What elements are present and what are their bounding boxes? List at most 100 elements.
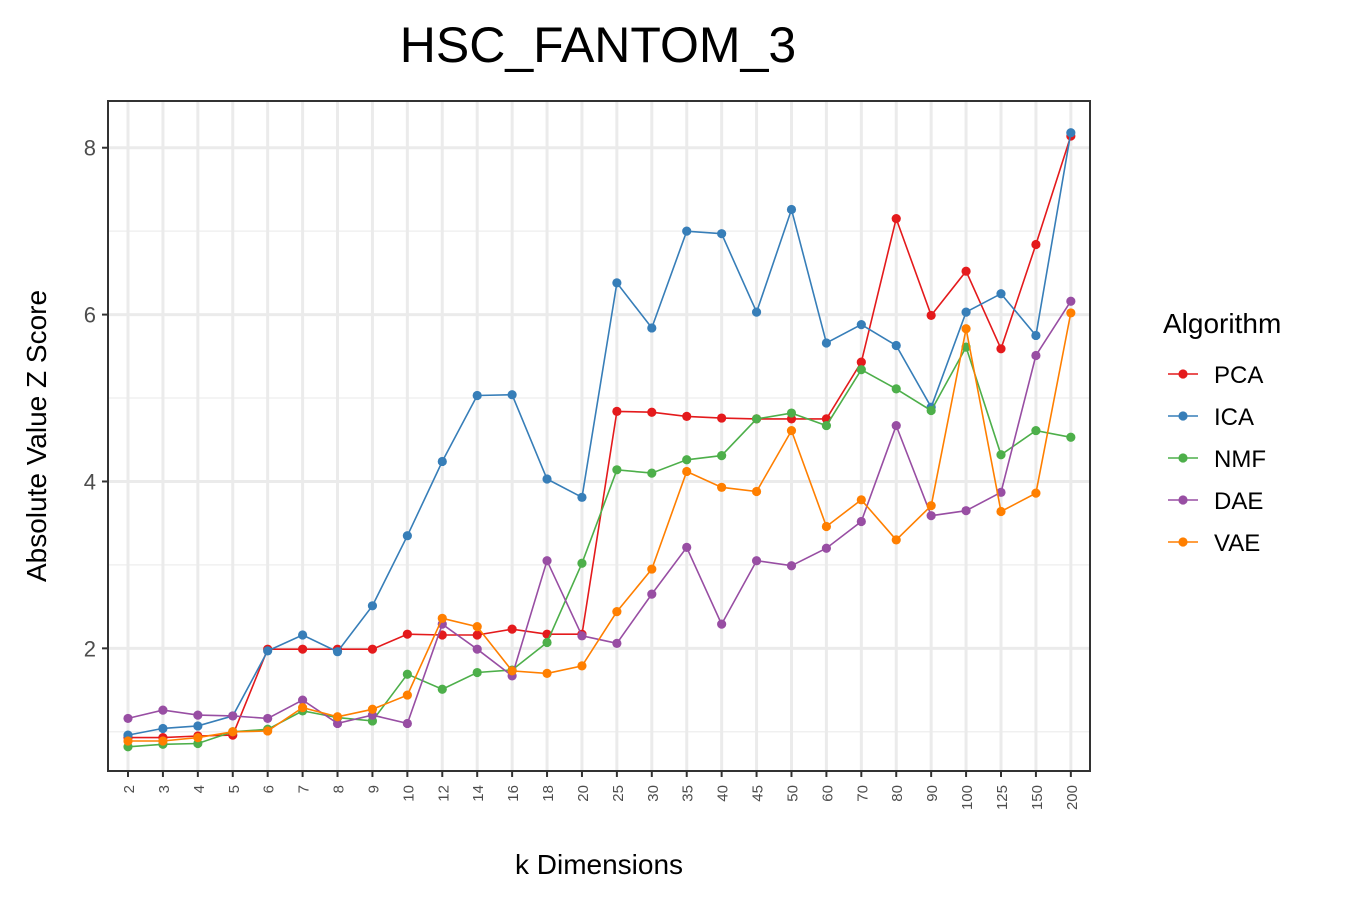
data-point-nmf [542, 637, 552, 648]
data-point-vae [158, 736, 168, 746]
y-tick-label: 2 [84, 636, 96, 661]
data-point-vae [402, 690, 412, 700]
x-tick-label: 10 [400, 785, 417, 802]
x-tick-label: 12 [435, 785, 452, 802]
data-point-ica [193, 721, 203, 731]
x-tick-label: 14 [470, 785, 487, 802]
data-point-nmf [1066, 432, 1076, 442]
data-point-nmf [856, 365, 866, 375]
data-point-vae [577, 661, 587, 671]
data-point-dae [856, 516, 866, 527]
data-point-dae [891, 420, 901, 431]
legend-label: VAE [1214, 530, 1260, 557]
legend-item-vae: VAE [1168, 530, 1260, 557]
data-point-vae [507, 666, 517, 676]
data-point-ica [996, 289, 1006, 299]
x-tick-label: 3 [156, 785, 173, 793]
data-point-vae [751, 486, 762, 497]
data-point-dae [717, 619, 727, 629]
data-point-dae [332, 718, 343, 729]
legend-label: DAE [1214, 488, 1263, 515]
y-tick-label: 4 [84, 469, 96, 494]
data-point-ica [856, 320, 866, 330]
x-tick-label: 60 [819, 785, 836, 802]
x-tick-label: 50 [784, 785, 801, 802]
data-point-vae [786, 425, 797, 436]
data-point-dae [577, 631, 587, 641]
x-tick-label: 6 [261, 785, 278, 793]
x-tick-label: 200 [1064, 785, 1081, 810]
legend-point [1178, 369, 1188, 379]
x-tick-label: 70 [854, 785, 871, 802]
data-point-ica [717, 229, 727, 239]
chart-title: HSC_FANTOM_3 [400, 17, 796, 73]
x-tick-label: 30 [645, 785, 662, 802]
data-point-vae [123, 736, 133, 746]
x-axis: 2 3 4 5 6 7 8 9 10 12 14 16 18 20 25 30 35 40 45 50 60 70 80 90… [121, 771, 1081, 810]
data-point-vae [1031, 488, 1041, 498]
data-point-vae [228, 727, 238, 737]
x-tick-label: 7 [296, 785, 313, 793]
data-point-vae [542, 668, 552, 678]
data-point-pca [682, 411, 692, 421]
data-point-ica [891, 340, 901, 351]
series-line-ica [127, 132, 1072, 736]
legend-point [1178, 411, 1188, 421]
legend-label: PCA [1214, 362, 1263, 389]
x-tick-label: 150 [1029, 785, 1046, 810]
plot-border [107, 100, 1091, 772]
x-tick-label: 45 [750, 785, 767, 802]
x-tick-label: 2 [121, 785, 138, 793]
y-axis-title: Absolute Value Z Score [21, 290, 52, 582]
data-point-ica [298, 630, 308, 640]
data-point-vae [367, 704, 378, 714]
data-point-ica [472, 390, 482, 401]
x-tick-label: 20 [575, 785, 592, 802]
data-point-dae [961, 506, 971, 516]
data-point-ica [367, 601, 378, 611]
data-point-vae [1066, 308, 1076, 318]
x-tick-label: 5 [226, 785, 243, 793]
y-tick-label: 6 [84, 303, 96, 328]
data-point-nmf [647, 468, 657, 478]
data-point-nmf [682, 455, 692, 465]
data-point-pca [926, 310, 936, 321]
legend-item-dae: DAE [1168, 488, 1263, 515]
y-axis: 2 4 6 8 [84, 136, 108, 661]
data-point-pca [647, 407, 657, 417]
legend-item-ica: ICA [1168, 404, 1254, 431]
data-point-nmf [751, 414, 762, 424]
data-point-pca [961, 266, 971, 276]
data-point-nmf [996, 450, 1006, 460]
data-point-pca [367, 644, 378, 654]
data-point-dae [682, 542, 692, 552]
data-point-ica [402, 531, 412, 541]
data-point-nmf [891, 384, 901, 394]
data-point-ica [542, 474, 552, 484]
data-point-ica [786, 204, 797, 215]
data-point-pca [1031, 239, 1041, 250]
data-point-dae [1031, 350, 1041, 361]
legend-label: NMF [1214, 446, 1266, 473]
legend-label: ICA [1214, 404, 1254, 431]
data-point-dae [751, 556, 762, 566]
data-point-pca [402, 629, 412, 639]
x-tick-label: 90 [924, 785, 941, 802]
legend-point [1178, 453, 1188, 463]
series-line-pca [128, 135, 1072, 739]
data-point-nmf [786, 408, 797, 418]
data-point-dae [786, 561, 797, 571]
data-point-ica [612, 278, 622, 288]
x-tick-label: 100 [959, 785, 976, 810]
data-point-pca [996, 344, 1006, 354]
x-tick-label: 18 [540, 785, 557, 802]
data-point-pca [891, 214, 901, 224]
data-point-ica [1031, 330, 1041, 341]
x-tick-label: 25 [610, 785, 627, 802]
data-point-ica [682, 226, 692, 236]
data-point-ica [577, 492, 587, 502]
data-point-nmf [717, 451, 727, 461]
data-point-pca [298, 644, 308, 654]
grid [108, 101, 1090, 771]
data-point-ica [263, 646, 273, 656]
